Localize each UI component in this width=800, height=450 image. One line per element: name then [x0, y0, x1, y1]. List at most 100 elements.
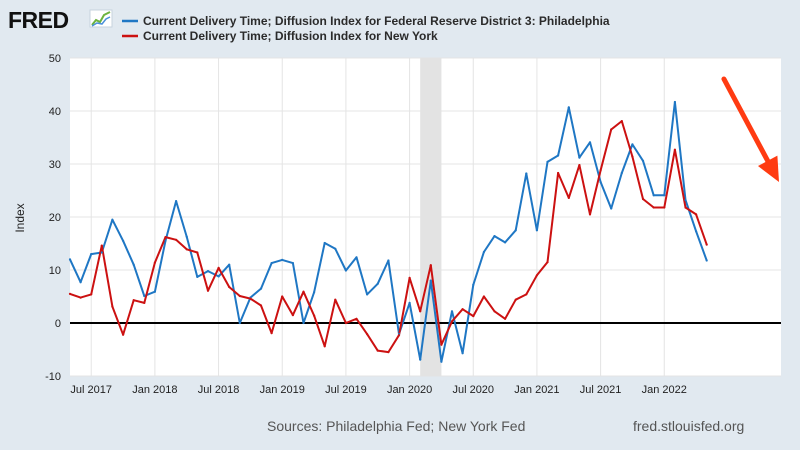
data-point — [111, 305, 114, 308]
data-point — [695, 213, 698, 216]
data-point — [429, 264, 432, 267]
data-point — [79, 296, 82, 299]
data-point — [122, 239, 125, 242]
data-point — [514, 298, 517, 301]
data-point — [450, 320, 454, 323]
data-point — [546, 160, 549, 163]
data-point — [153, 290, 156, 293]
data-point — [472, 315, 475, 318]
data-point — [652, 194, 655, 197]
data-point — [705, 259, 708, 262]
data-point — [217, 275, 220, 278]
data-point — [535, 274, 539, 277]
x-tick-label: Jan 2020 — [387, 384, 432, 396]
footer-sources: Sources: Philadelphia Fed; New York Fed — [267, 418, 525, 434]
data-point — [355, 256, 358, 259]
data-point — [185, 235, 188, 238]
data-point — [68, 258, 72, 261]
legend-label-new-york: Current Delivery Time; Diffusion Index f… — [143, 29, 438, 43]
data-point — [461, 308, 464, 311]
fred-logo[interactable]: FRED — [8, 7, 113, 33]
data-point — [504, 317, 507, 320]
data-point — [228, 263, 231, 266]
data-point — [525, 293, 528, 296]
data-point — [259, 304, 263, 307]
data-point — [599, 180, 602, 184]
x-tick-label: Jan 2021 — [514, 384, 559, 396]
data-point — [143, 294, 146, 298]
data-point — [238, 294, 241, 298]
data-point — [684, 206, 687, 209]
data-point — [472, 283, 475, 286]
data-point — [143, 301, 146, 304]
data-point — [68, 292, 72, 295]
data-point — [313, 314, 316, 317]
data-point — [588, 213, 592, 216]
data-point — [132, 263, 135, 266]
footer-site-link[interactable]: fred.stlouisfed.org — [633, 418, 744, 434]
data-point — [122, 333, 125, 336]
y-tick-label: 40 — [49, 106, 61, 118]
data-point — [164, 239, 167, 242]
data-point — [578, 164, 581, 167]
data-point — [281, 295, 284, 298]
data-point — [196, 251, 199, 254]
legend: Current Delivery Time; Diffusion Index f… — [122, 14, 610, 43]
data-point — [376, 349, 379, 352]
data-point — [344, 269, 347, 272]
data-point — [323, 345, 326, 348]
data-point — [259, 287, 263, 290]
x-tick-label: Jul 2017 — [70, 384, 112, 396]
data-point — [366, 293, 369, 296]
data-point — [429, 279, 432, 282]
data-point — [100, 244, 103, 247]
data-point — [153, 261, 156, 264]
data-point — [164, 236, 167, 239]
data-point — [493, 235, 496, 238]
data-point — [228, 285, 231, 289]
data-point — [641, 197, 645, 201]
data-point — [673, 100, 677, 104]
data-point — [291, 262, 294, 265]
data-point — [482, 295, 485, 298]
data-point — [79, 281, 82, 284]
data-point — [578, 156, 581, 159]
legend-entry-new-york[interactable]: Current Delivery Time; Diffusion Index f… — [122, 29, 438, 43]
y-tick-label: 50 — [49, 53, 61, 65]
data-point — [132, 299, 135, 302]
legend-entry-philadelphia[interactable]: Current Delivery Time; Diffusion Index f… — [122, 14, 610, 28]
data-point — [525, 172, 528, 175]
legend-label-philadelphia: Current Delivery Time; Diffusion Index f… — [143, 14, 610, 28]
data-point — [217, 266, 220, 269]
data-point — [546, 261, 549, 264]
fred-logo-graph-icon — [89, 9, 113, 28]
data-point — [631, 155, 634, 158]
data-point — [610, 207, 613, 210]
data-point — [557, 171, 560, 175]
data-point — [90, 253, 93, 256]
data-point — [175, 238, 178, 241]
data-point — [397, 334, 401, 337]
data-point — [302, 290, 305, 293]
recession-shading — [420, 58, 442, 376]
data-point — [419, 310, 422, 313]
data-point — [291, 314, 294, 317]
data-point — [663, 194, 666, 197]
data-point — [641, 159, 645, 162]
series-points-new-york — [68, 120, 708, 354]
series-points-philadelphia — [68, 100, 708, 363]
data-point — [620, 120, 623, 123]
x-tick-label: Jul 2021 — [580, 384, 622, 396]
data-point — [376, 282, 379, 285]
data-point — [111, 218, 114, 221]
data-point — [238, 321, 241, 325]
y-tick-label: 20 — [49, 212, 61, 224]
data-point — [652, 206, 655, 209]
x-tick-label: Jan 2018 — [132, 384, 177, 396]
data-point — [206, 289, 210, 292]
data-point — [419, 358, 422, 361]
data-point — [493, 310, 496, 313]
data-point — [620, 171, 623, 175]
data-point — [366, 333, 369, 336]
